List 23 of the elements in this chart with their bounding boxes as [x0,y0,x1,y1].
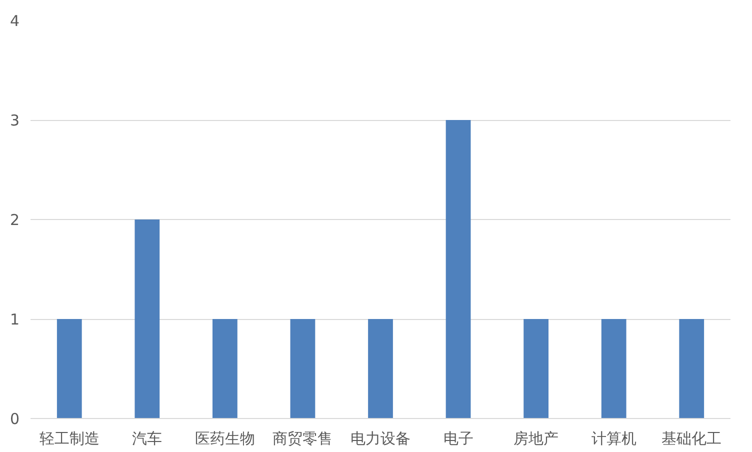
x-tick-label: 基础化工 [662,430,722,448]
bar [56,319,82,418]
x-tick-label: 房地产 [514,430,559,448]
y-tick-label: 0 [10,410,20,428]
y-tick-label: 3 [10,112,20,130]
y-tick-label: 2 [10,211,20,229]
x-tick-label: 电子 [443,430,474,448]
bar [134,220,160,418]
x-tick-label: 汽车 [132,430,162,448]
x-tick-label: 医药生物 [194,430,255,448]
bar [212,319,238,418]
bar [679,319,704,418]
y-tick-label: 1 [10,310,20,328]
bar [524,319,548,418]
x-tick-label: 电力设备 [350,430,410,448]
y-tick-label: 4 [10,12,20,30]
x-tick-label: 商贸零售 [272,430,333,448]
bar [290,319,316,418]
bar [601,319,626,418]
bar [446,120,471,418]
bar [368,319,393,418]
x-tick-label: 轻工制造 [39,430,100,448]
x-tick-label: 计算机 [591,430,636,448]
